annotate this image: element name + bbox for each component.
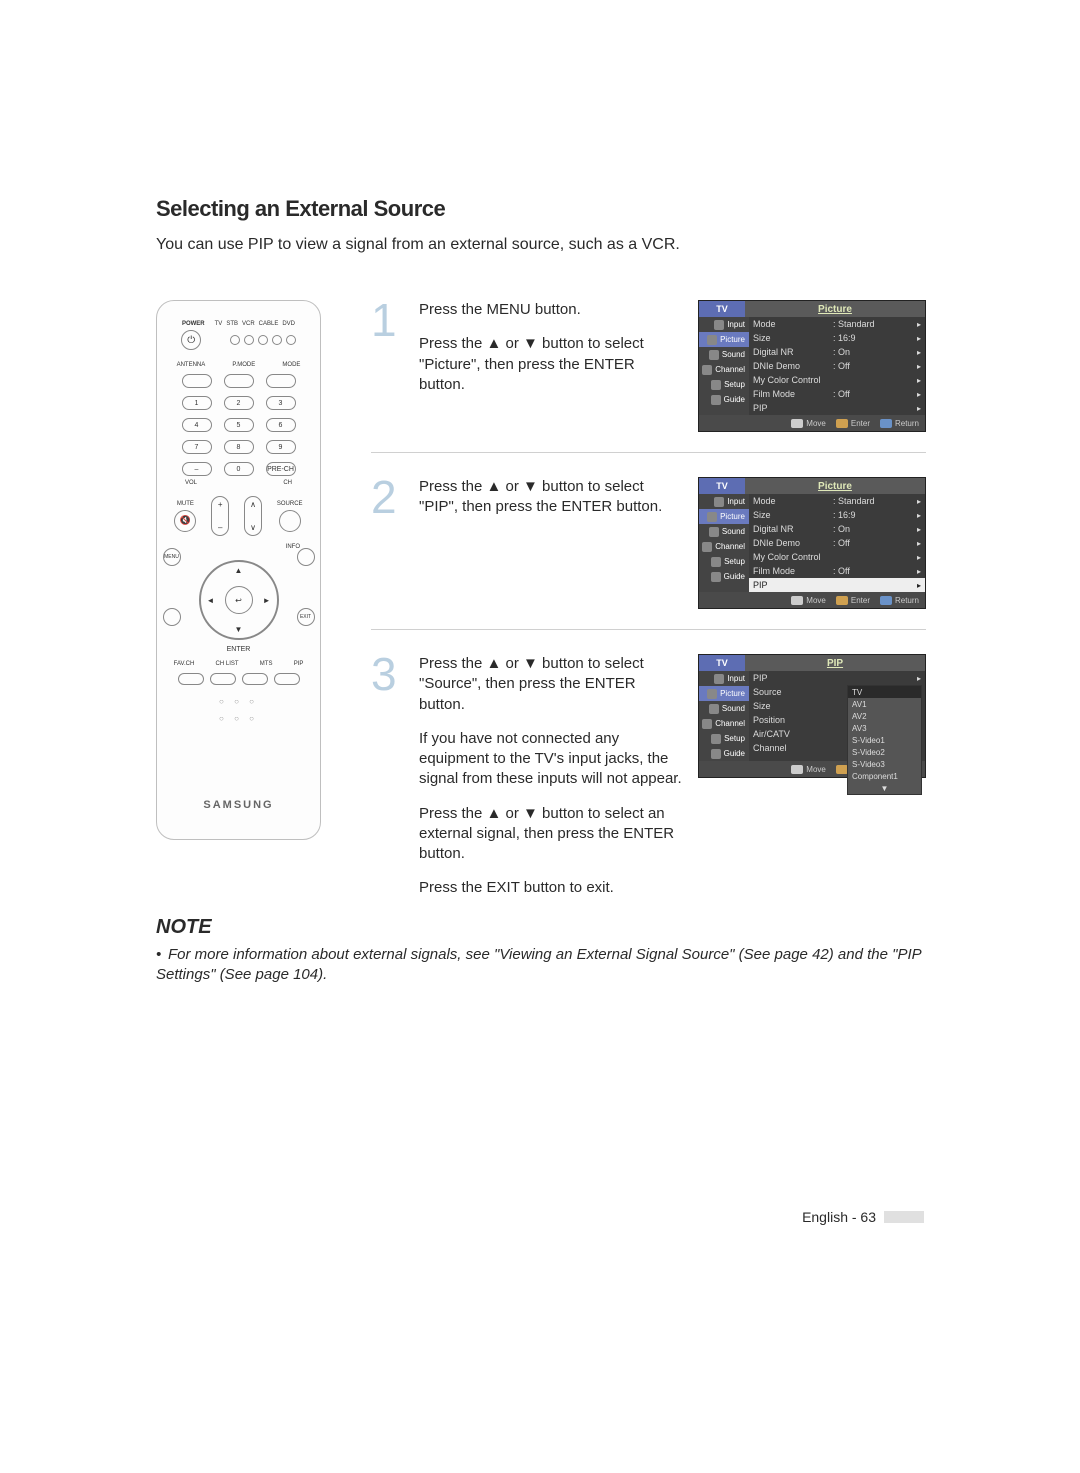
intro-text: You can use PIP to view a signal from an… [156, 236, 926, 254]
menu-button-icon: MENU [163, 548, 181, 566]
osd-side-item: Guide [699, 569, 749, 584]
osd-side-item: Picture [699, 686, 749, 701]
osd-side-item: Sound [699, 347, 749, 362]
osd-side-item: Guide [699, 746, 749, 761]
osd-title: PIP [745, 655, 925, 671]
osd-title: Picture [745, 301, 925, 317]
mute-button-icon: 🔇 [174, 510, 196, 532]
osd-submenu-row: ▼ [848, 782, 921, 794]
osd-row: PIP▸ [749, 401, 925, 415]
brand-label: SAMSUNG [203, 799, 273, 811]
enter-center-icon: ↩ [225, 586, 253, 614]
power-label: POWER [182, 321, 205, 327]
osd-submenu-row: AV1 [848, 698, 921, 710]
nav-ring: ▲▼◄► ↩ [199, 560, 279, 640]
power-button-icon: ⏻ [181, 330, 201, 350]
step-block: 1 Press the MENU button. Press the ▲ or ▼… [371, 300, 926, 453]
step-number: 2 [371, 477, 407, 609]
osd-row: My Color Control▸ [749, 373, 925, 387]
osd-side-item: Input [699, 494, 749, 509]
osd-side-item: Picture [699, 509, 749, 524]
osd-submenu-row: AV3 [848, 722, 921, 734]
osd-row: Film Mode: Off▸ [749, 387, 925, 401]
page-heading: Selecting an External Source [156, 196, 926, 222]
osd-submenu-row: S-Video1 [848, 734, 921, 746]
osd-tv-tab: TV [699, 478, 745, 494]
osd-side-item: Picture [699, 332, 749, 347]
osd-row: Mode: Standard▸ [749, 317, 925, 331]
osd-row: Digital NR: On▸ [749, 522, 925, 536]
osd-side-item: Input [699, 317, 749, 332]
osd-submenu-row: S-Video2 [848, 746, 921, 758]
osd-side-item: Sound [699, 524, 749, 539]
osd-menu: TV Picture InputPictureSoundChannelSetup… [698, 477, 926, 609]
osd-row: Size: 16:9▸ [749, 508, 925, 522]
osd-side-item: Channel [699, 362, 749, 377]
osd-submenu-row: TV [848, 686, 921, 698]
step-number: 1 [371, 300, 407, 432]
osd-row: PIP▸ [749, 578, 925, 592]
step-text-line: Press the ▲ or ▼ button to select "PIP",… [419, 477, 684, 518]
exit-button-icon: EXIT [297, 608, 315, 626]
osd-submenu-row: S-Video3 [848, 758, 921, 770]
osd-row: PIP▸ [749, 671, 925, 685]
osd-menu: TV Picture InputPictureSoundChannelSetup… [698, 300, 926, 432]
osd-row: Mode: Standard▸ [749, 494, 925, 508]
step-block: 2 Press the ▲ or ▼ button to select "PIP… [371, 477, 926, 630]
step-text-line: Press the MENU button. [419, 300, 684, 320]
source-button-icon [279, 510, 301, 532]
osd-side-item: Channel [699, 716, 749, 731]
osd-row: Film Mode: Off▸ [749, 564, 925, 578]
osd-menu: TV PIP InputPictureSoundChannelSetupGuid… [698, 654, 926, 778]
osd-side-item: Setup [699, 377, 749, 392]
page-footer: English - 63 [802, 1209, 924, 1225]
osd-side-item: Input [699, 671, 749, 686]
step-text-line: Press the ▲ or ▼ button to select an ext… [419, 804, 684, 865]
osd-tv-tab: TV [699, 655, 745, 671]
step-text-line: If you have not connected any equipment … [419, 729, 684, 790]
osd-row: DNIe Demo: Off▸ [749, 359, 925, 373]
vol-rocker: +– [211, 496, 229, 536]
osd-row: Size: 16:9▸ [749, 331, 925, 345]
osd-side-item: Setup [699, 554, 749, 569]
step-number: 3 [371, 654, 407, 913]
osd-title: Picture [745, 478, 925, 494]
steps-column: 1 Press the MENU button. Press the ▲ or ▼… [371, 300, 926, 933]
remote-control-image: POWER TV STB VCR CABLE DVD ⏻ ANTENNA [156, 300, 321, 840]
osd-submenu: TVAV1AV2AV3S-Video1S-Video2S-Video3Compo… [847, 685, 922, 795]
osd-side-item: Channel [699, 539, 749, 554]
osd-submenu-row: Component1 [848, 770, 921, 782]
ch-rocker: ∧∨ [244, 496, 262, 536]
step-text-line: Press the EXIT button to exit. [419, 878, 684, 898]
step-text-line: Press the ▲ or ▼ button to select "Sourc… [419, 654, 684, 715]
osd-row: My Color Control▸ [749, 550, 925, 564]
osd-row: Digital NR: On▸ [749, 345, 925, 359]
note-heading: NOTE [156, 916, 926, 939]
osd-row: DNIe Demo: Off▸ [749, 536, 925, 550]
osd-side-item: Sound [699, 701, 749, 716]
note-body: •For more information about external sig… [156, 945, 926, 986]
osd-side-item: Guide [699, 392, 749, 407]
osd-submenu-row: AV2 [848, 710, 921, 722]
step-text-line: Press the ▲ or ▼ button to select "Pictu… [419, 334, 684, 395]
osd-side-item: Setup [699, 731, 749, 746]
step-block: 3 Press the ▲ or ▼ button to select "Sou… [371, 654, 926, 933]
osd-tv-tab: TV [699, 301, 745, 317]
info-button-icon [297, 548, 315, 566]
